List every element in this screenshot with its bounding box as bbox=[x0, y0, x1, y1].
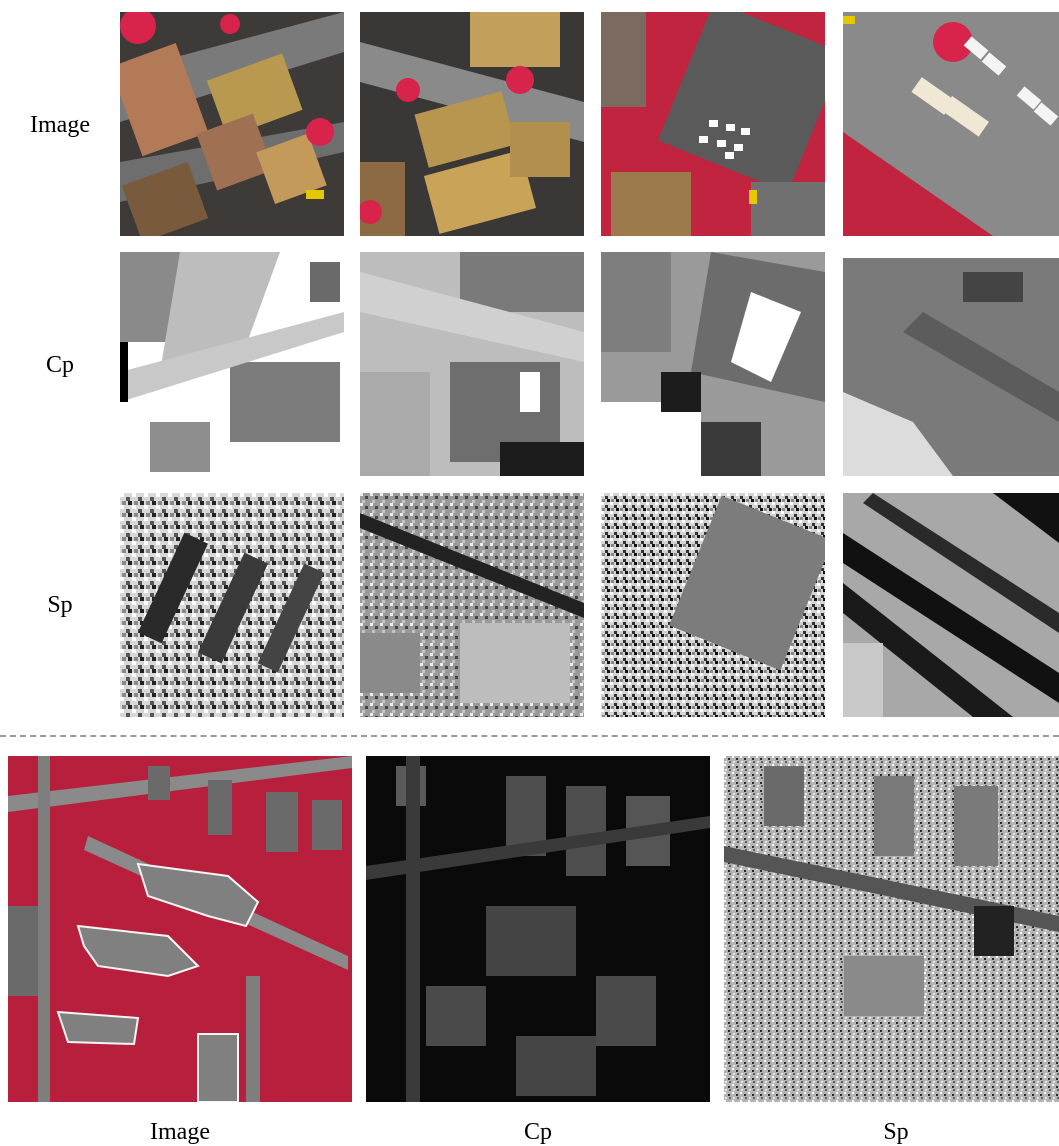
row-label-image: Image bbox=[30, 112, 90, 138]
bottom-label-cp: Cp bbox=[523, 1119, 552, 1145]
cp-map-tile-2 bbox=[360, 252, 584, 476]
large-sp-map bbox=[724, 756, 1059, 1102]
aerial-image-tile-4 bbox=[843, 12, 1059, 236]
row-label-cp: Cp bbox=[45, 352, 74, 378]
cp-map-tile-4 bbox=[843, 252, 1059, 476]
cp-map-tile-3 bbox=[601, 252, 825, 476]
sp-map-tile-3 bbox=[601, 493, 825, 717]
section-divider bbox=[0, 735, 1059, 737]
large-cp-map bbox=[366, 756, 710, 1102]
sp-map-tile-1 bbox=[120, 493, 344, 717]
sp-map-tile-4 bbox=[843, 493, 1059, 717]
bottom-label-sp: Sp bbox=[883, 1119, 909, 1145]
cp-map-tile-1 bbox=[120, 252, 344, 476]
aerial-image-tile-1 bbox=[120, 12, 344, 236]
aerial-image-tile-3 bbox=[601, 12, 825, 236]
bottom-label-image: Image bbox=[150, 1119, 210, 1145]
large-aerial-image bbox=[8, 756, 352, 1102]
aerial-image-tile-2 bbox=[360, 12, 584, 236]
sp-map-tile-2 bbox=[360, 493, 584, 717]
row-label-sp: Sp bbox=[47, 592, 73, 618]
